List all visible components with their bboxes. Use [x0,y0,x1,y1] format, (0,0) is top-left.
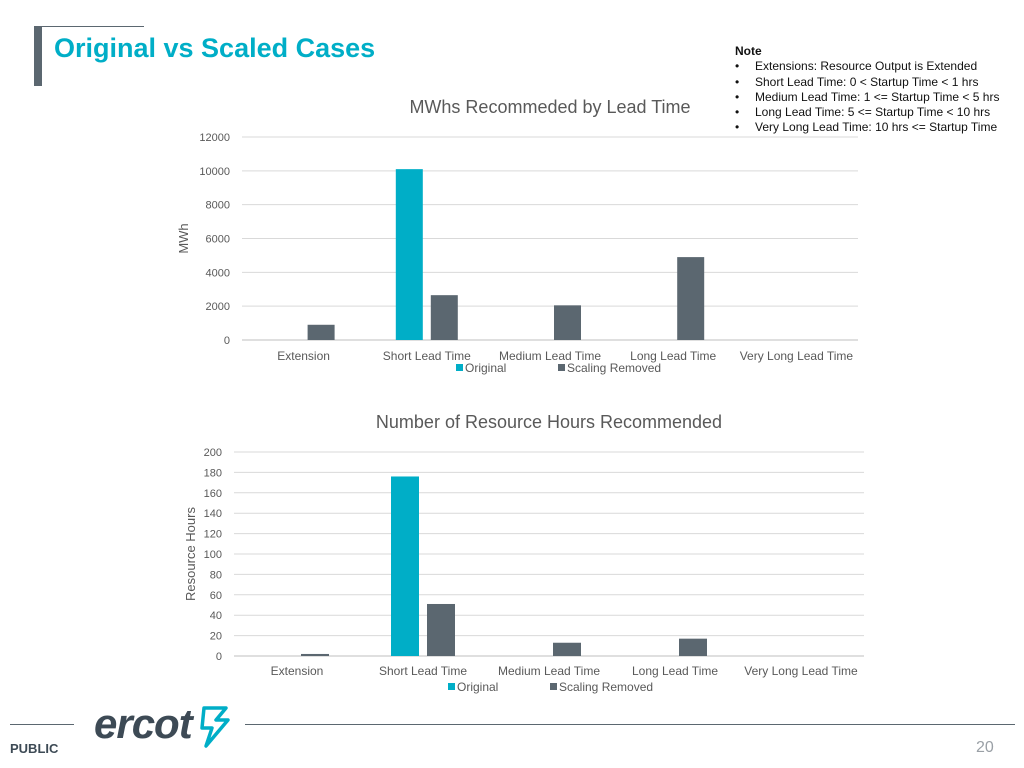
chart1-y-tick-label: 80 [210,569,222,581]
chart1-legend-swatch [448,683,455,690]
chart1-y-tick-label: 0 [216,651,222,663]
resource-hours-chart-svg: Number of Resource Hours Recommended 0 20 4… [183,412,864,694]
chart1-y-tick-label: 200 [204,447,222,459]
title-accent-bar [34,26,42,86]
chart0-y-tick-label: 0 [224,335,230,347]
chart1-category-label: Extension [271,664,324,678]
chart0-bar-scaling-removed [430,295,458,340]
chart0-bar-original [395,169,423,340]
footer-divider-left [10,724,74,725]
chart0-y-tick-label: 4000 [206,267,230,279]
chart0-category-label: Short Lead Time [383,349,471,363]
note-list: Extensions: Resource Output is Extended … [735,59,999,136]
chart1-category-label: Long Lead Time [632,664,718,678]
chart1-y-tick-label: 160 [204,488,222,500]
chart0-bar-scaling-removed [554,305,581,340]
chart1-bar-scaling-removed [553,642,581,656]
lightning-bolt-icon [200,706,230,748]
chart0-y-axis-label: MWh [176,223,191,253]
chart0-bar-scaling-removed [677,257,705,340]
chart1-bar-scaling-removed [679,638,707,656]
chart0-legend-label: Scaling Removed [567,361,661,375]
note-item: Short Lead Time: 0 < Startup Time < 1 hr… [735,75,999,91]
chart0-y-tick-label: 8000 [206,200,230,212]
note-box: Note Extensions: Resource Output is Exte… [735,44,999,136]
chart1-y-tick-label: 40 [210,610,222,622]
chart1-y-tick-label: 140 [204,508,222,520]
chart0-category-label: Extension [277,349,330,363]
chart1-bar-scaling-removed [301,653,329,656]
chart1-category-label: Very Long Lead Time [744,664,858,678]
chart0-y-tick-label: 12000 [199,132,230,144]
chart0-category-label: Medium Lead Time [499,349,601,363]
chart1-legend-label: Scaling Removed [559,680,653,694]
mwh-chart: MWhs Recommeded by Lead Time 0 2000 4000 600… [0,90,880,385]
chart0-bar-scaling-removed [307,324,335,340]
chart1-y-tick-label: 100 [204,549,222,561]
note-heading: Note [735,44,762,58]
chart0-legend-swatch [558,364,565,371]
chart0-legend-swatch [456,364,463,371]
chart0-category-label: Long Lead Time [630,349,716,363]
chart0-title: MWhs Recommeded by Lead Time [409,97,690,117]
chart1-y-tick-label: 180 [204,467,222,479]
public-label: PUBLIC [10,741,59,756]
footer-divider-right [245,724,1015,725]
chart1-y-tick-label: 120 [204,529,222,541]
chart0-y-tick-label: 6000 [206,234,230,246]
chart0-legend-label: Original [465,361,506,375]
chart0-y-tick-label: 10000 [199,166,230,178]
chart1-legend-label: Original [457,680,498,694]
chart0-category-label: Very Long Lead Time [740,349,854,363]
slide-title: Original vs Scaled Cases [54,33,376,63]
chart1-y-axis-label: Resource Hours [183,507,198,601]
page-number: 20 [976,739,994,756]
ercot-logo: ercot [94,700,230,750]
chart1-y-tick-label: 60 [210,590,222,602]
note-item: Medium Lead Time: 1 <= Startup Time < 5 … [735,90,999,106]
resource-hours-chart: Number of Resource Hours Recommended 0 20 4… [0,405,880,700]
chart0-y-tick-label: 2000 [206,301,230,313]
chart1-category-label: Medium Lead Time [498,664,600,678]
chart1-bar-scaling-removed [427,603,455,656]
note-item: Very Long Lead Time: 10 hrs <= Startup T… [735,120,999,136]
chart1-bar-original [391,476,419,656]
chart1-y-tick-label: 20 [210,631,222,643]
note-item: Long Lead Time: 5 <= Startup Time < 10 h… [735,105,999,121]
title-top-line [42,26,144,27]
mwh-chart-svg: MWhs Recommeded by Lead Time 0 2000 4000 600… [176,97,858,375]
chart1-legend-swatch [550,683,557,690]
logo-wordmark: ercot [94,700,193,747]
chart1-category-label: Short Lead Time [379,664,467,678]
note-item: Extensions: Resource Output is Extended [735,59,999,75]
chart1-title: Number of Resource Hours Recommended [376,412,722,432]
